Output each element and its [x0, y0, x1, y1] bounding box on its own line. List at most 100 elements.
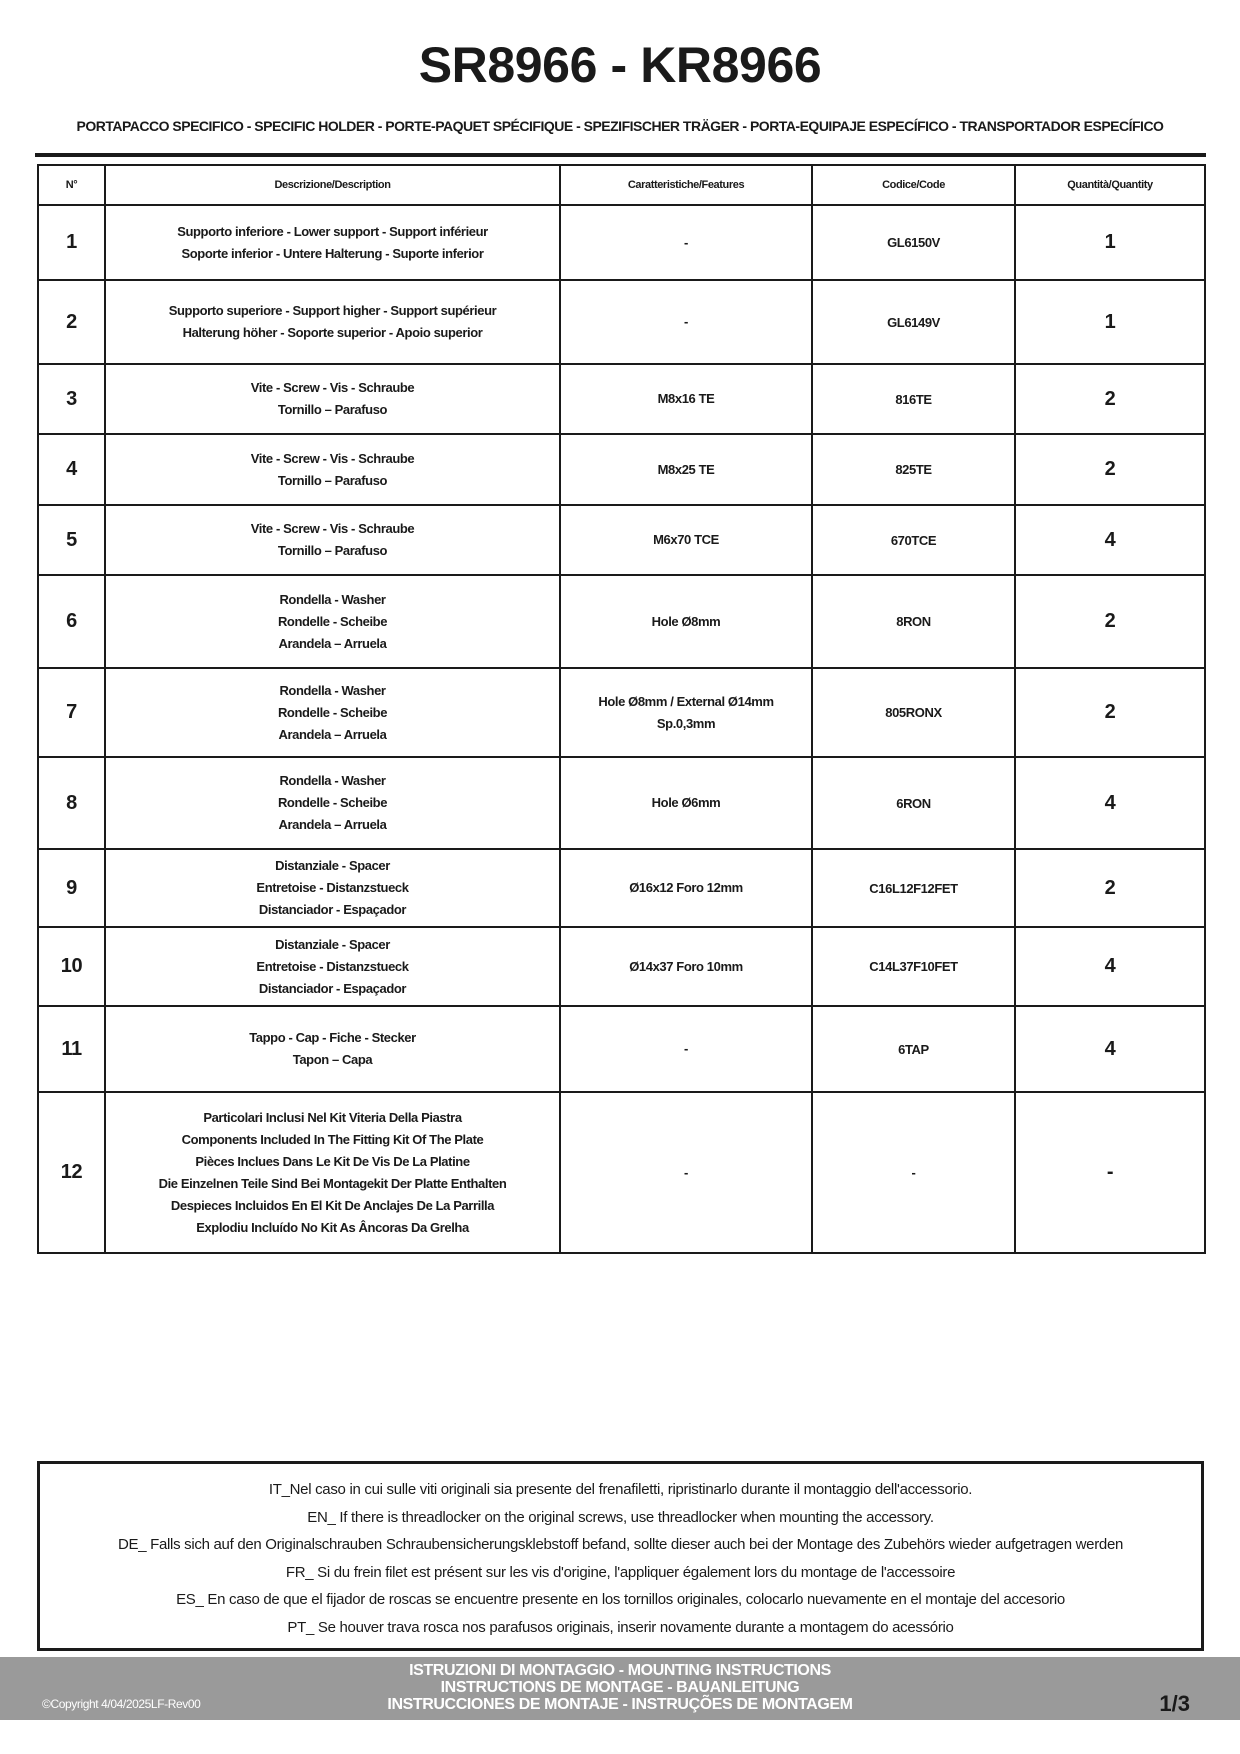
description-text: Arandela – Arruela: [278, 635, 387, 651]
item-number: 9: [37, 848, 106, 928]
footer-title-text: INSTRUCCIONES DE MONTAJE - INSTRUÇÕES DE…: [387, 1696, 853, 1713]
item-code-text: C14L37F10FET: [869, 959, 958, 974]
table-row: 10 Distanziale - Spacer Entretoise - Dista…: [37, 926, 1206, 1007]
item-features: Ø16x12 Foro 12mm: [559, 848, 813, 928]
item-number-text: 2: [66, 310, 77, 333]
item-code-text: 825TE: [895, 462, 932, 477]
item-number: 10: [37, 926, 106, 1007]
description-line: Rondelle - Scheibe: [110, 702, 555, 724]
features-text: M8x25 TE: [657, 461, 715, 477]
description-line: Vite - Screw - Vis - Schraube: [110, 518, 555, 540]
description-line: Halterung höher - Soporte superior - Apo…: [110, 322, 555, 344]
item-quantity-text: 4: [1104, 528, 1116, 551]
item-code-text: 8RON: [896, 614, 931, 629]
item-description: Distanziale - Spacer Entretoise - Distanz…: [104, 848, 561, 928]
footer-title-line: ISTRUZIONI DI MONTAGGIO - MOUNTING INSTR…: [300, 1662, 940, 1679]
features-line: -: [565, 1038, 807, 1060]
header-divider: [35, 153, 1206, 157]
item-number-text: 9: [66, 876, 77, 899]
table-row: 1 Supporto inferiore - Lower support - Su…: [37, 204, 1206, 281]
description-line: Rondelle - Scheibe: [110, 611, 555, 633]
features-line: Hole Ø8mm / External Ø14mm: [565, 691, 807, 713]
item-code-text: GL6150V: [887, 235, 940, 250]
description-text: Rondelle - Scheibe: [277, 704, 388, 720]
table-row: 11 Tappo - Cap - Fiche - Stecker Tapon – C…: [37, 1005, 1206, 1093]
description-line: Tornillo – Parafuso: [110, 470, 555, 492]
item-number: 4: [37, 433, 106, 506]
features-text: Hole Ø8mm: [651, 613, 721, 629]
description-text: Halterung höher - Soporte superior - Apo…: [182, 325, 483, 340]
item-quantity: 2: [1014, 433, 1206, 506]
features-line: M8x16 TE: [565, 388, 807, 410]
column-header-label: Quantità/Quantity: [1067, 179, 1153, 191]
item-number-text: 5: [66, 528, 77, 551]
item-description: Distanziale - Spacer Entretoise - Distanz…: [104, 926, 561, 1007]
item-code: 8RON: [811, 574, 1016, 669]
item-features: -: [559, 1091, 813, 1254]
table-row: 4 Vite - Screw - Vis - Schraube Tornillo –…: [37, 433, 1206, 506]
features-line: Hole Ø6mm: [565, 792, 807, 814]
description-text: Particolari Inclusi Nel Kit Viteria Dell…: [203, 1109, 462, 1125]
description-text: Distanziale - Spacer: [275, 858, 390, 873]
item-number-text: 12: [60, 1161, 83, 1183]
features-text: Ø14x37 Foro 10mm: [629, 958, 743, 974]
item-quantity-text: 2: [1104, 876, 1116, 899]
description-text: Vite - Screw - Vis - Schraube: [250, 380, 415, 395]
description-line: Tapon – Capa: [110, 1049, 555, 1071]
item-quantity: 2: [1014, 667, 1206, 758]
description-text: Explodiu Incluído No Kit As Âncoras Da G…: [196, 1219, 469, 1235]
item-quantity-text: 4: [1104, 1037, 1116, 1060]
note-text: ES_ En caso de que el fijador de roscas …: [176, 1591, 1065, 1608]
description-text: Tappo - Cap - Fiche - Stecker: [249, 1030, 416, 1045]
item-description: Rondella - Washer Rondelle - Scheibe Arand…: [104, 574, 561, 669]
item-code-text: 816TE: [895, 391, 932, 407]
description-line: Distanziale - Spacer: [110, 934, 555, 956]
item-code: 825TE: [811, 433, 1016, 506]
note-text: FR_ Si du frein filet est présent sur le…: [285, 1563, 956, 1581]
description-text: Entretoise - Distanzstueck: [256, 880, 409, 895]
description-text: Arandela – Arruela: [278, 726, 387, 742]
table-row: 12 Particolari Inclusi Nel Kit Viteria De…: [37, 1091, 1206, 1254]
features-text: Hole Ø6mm: [651, 795, 721, 810]
note-line: ES_ En caso de que el fijador de roscas …: [48, 1586, 1193, 1614]
item-code-text: 6RON: [896, 795, 931, 811]
description-line: Rondella - Washer: [110, 589, 555, 611]
description-text: Arandela – Arruela: [278, 817, 387, 832]
column-header-label: Descrizione/Description: [274, 179, 391, 191]
table-row: 8 Rondella - Washer Rondelle - Scheibe Aran…: [37, 756, 1206, 850]
item-quantity: 1: [1014, 279, 1206, 365]
item-quantity-text: 1: [1104, 231, 1116, 253]
item-quantity-text: 2: [1104, 701, 1116, 723]
description-text: Rondella - Washer: [279, 591, 386, 607]
item-quantity-text: 2: [1104, 387, 1116, 410]
item-number-text: 4: [66, 458, 77, 480]
description-text: Rondelle - Scheibe: [277, 795, 388, 810]
item-code: 816TE: [811, 363, 1016, 435]
description-text: Distanciador - Espaçador: [258, 980, 407, 996]
table-header-row: N° Descrizione/Description Caratteristiche…: [37, 164, 1206, 206]
features-text: -: [684, 1041, 688, 1056]
description-line: Tornillo – Parafuso: [110, 399, 555, 421]
item-quantity-text: 2: [1104, 610, 1116, 632]
item-features: Hole Ø6mm: [559, 756, 813, 850]
footer-title-line: INSTRUCCIONES DE MONTAJE - INSTRUÇÕES DE…: [300, 1696, 940, 1713]
features-line: Sp.0,3mm: [565, 713, 807, 735]
table-row: 5 Vite - Screw - Vis - Schraube Tornillo –…: [37, 504, 1206, 576]
description-line: Distanziale - Spacer: [110, 855, 555, 877]
description-line: Supporto superiore - Support higher - Su…: [110, 300, 555, 322]
item-code-text: 805RONX: [885, 705, 942, 720]
item-features: M6x70 TCE: [559, 504, 813, 576]
description-text: Tornillo – Parafuso: [277, 543, 388, 558]
column-header: N°: [37, 164, 106, 206]
parts-table: N° Descrizione/Description Caratteristiche…: [37, 164, 1206, 1254]
table-row: 2 Supporto superiore - Support higher - S…: [37, 279, 1206, 365]
description-line: Tornillo – Parafuso: [110, 540, 555, 562]
item-code: 805RONX: [811, 667, 1016, 758]
table-row: 7 Rondella - Washer Rondelle - Scheibe Aran…: [37, 667, 1206, 758]
features-line: Ø16x12 Foro 12mm: [565, 877, 807, 899]
note-line: IT_Nel caso in cui sulle viti originali …: [48, 1476, 1193, 1504]
description-text: Distanciador - Espaçador: [258, 902, 407, 917]
features-line: M6x70 TCE: [565, 529, 807, 551]
item-quantity: 4: [1014, 1005, 1206, 1093]
description-text: Rondella - Washer: [279, 682, 386, 698]
